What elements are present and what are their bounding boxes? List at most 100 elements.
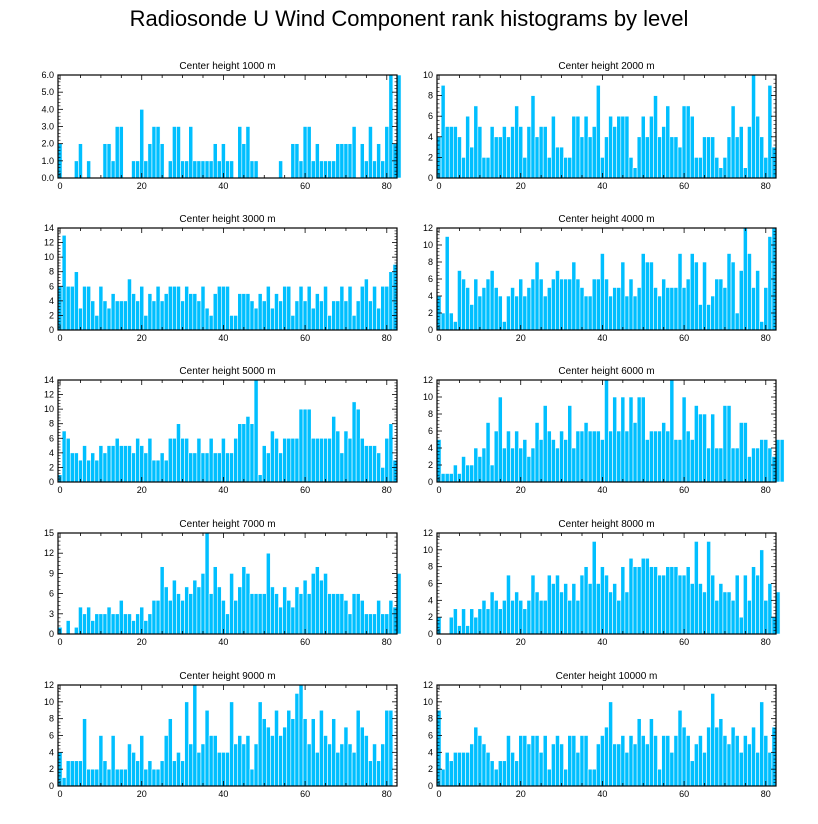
histogram-bar [604, 278, 609, 331]
histogram-bar [372, 445, 377, 483]
histogram-bar [747, 253, 752, 331]
histogram-bar [343, 726, 349, 787]
y-tick-label: 0 [428, 629, 433, 639]
histogram-bar [555, 146, 560, 179]
x-tick-label: 40 [218, 789, 228, 799]
histogram-panel: Center height 4000 m 0 20 40 60 80 0 2 4 6 8 10 12 [423, 214, 777, 343]
histogram-bar [722, 735, 728, 787]
histogram-bar [310, 573, 316, 635]
histogram-bar [78, 459, 83, 483]
histogram-bar [763, 287, 769, 331]
histogram-bar [335, 143, 341, 179]
histogram-bar [131, 620, 136, 635]
histogram-bar [376, 307, 381, 331]
histogram-bar [616, 430, 622, 483]
histogram-bar [90, 768, 96, 787]
histogram-bar [694, 261, 699, 331]
histogram-bar [110, 613, 116, 635]
histogram-bar [98, 445, 104, 483]
histogram-bar [624, 295, 630, 331]
histogram-bar [604, 136, 609, 179]
histogram-bar [645, 743, 650, 787]
y-tick-label: 3.0 [41, 122, 54, 132]
histogram-bar [151, 459, 157, 483]
plot-frame [436, 74, 777, 179]
histogram-bar [710, 693, 716, 787]
y-tick-label: 0.0 [41, 173, 54, 183]
histogram-bar [518, 447, 524, 483]
histogram-bar [200, 573, 206, 635]
histogram-bar [118, 600, 124, 635]
histogram-bar [274, 593, 279, 635]
histogram-bar [677, 439, 683, 483]
histogram-bar [216, 586, 222, 635]
histogram-bar [461, 157, 466, 179]
histogram-bar [294, 300, 300, 331]
histogram-bar [718, 278, 724, 331]
histogram-bar [82, 718, 87, 787]
histogram-bar [489, 591, 495, 635]
x-tick-label: 80 [761, 181, 771, 191]
histogram-bar [155, 459, 161, 483]
histogram-bar [331, 593, 337, 635]
histogram-bar [229, 452, 234, 483]
histogram-bar [689, 583, 695, 635]
y-tick-label: 2 [428, 308, 433, 318]
histogram-bar [542, 735, 548, 787]
panel-title: Center height 9000 m [179, 671, 275, 682]
x-tick-label: 60 [679, 485, 689, 495]
histogram-bar [522, 157, 528, 179]
y-tick-label: 0 [428, 325, 433, 335]
histogram-bar [355, 709, 361, 787]
histogram-bar [444, 126, 450, 179]
histogram-bar [497, 396, 503, 483]
histogram-bar [461, 456, 466, 483]
histogram-bar [657, 768, 662, 787]
histogram-bar [61, 777, 67, 787]
histogram-bar [743, 574, 748, 635]
histogram-bar [620, 735, 626, 787]
histogram-bar [616, 115, 622, 179]
histogram-bar [159, 566, 165, 635]
x-tick-label: 40 [218, 181, 228, 191]
histogram-bar [465, 752, 470, 787]
histogram-bar [681, 396, 687, 483]
histogram-bar [730, 726, 736, 787]
histogram-bar [221, 600, 226, 635]
histogram-bar [306, 408, 312, 483]
histogram-bar [546, 430, 552, 483]
histogram-bar [167, 718, 173, 787]
y-tick-label: 12 [423, 223, 433, 233]
histogram-bar [131, 160, 136, 179]
y-tick-label: 12 [423, 680, 433, 690]
histogram-bar [514, 105, 519, 179]
histogram-bar [689, 439, 695, 483]
histogram-bar [444, 752, 450, 787]
y-tick-label: 10 [44, 404, 54, 414]
histogram-bar [493, 287, 499, 331]
histogram-bar [506, 430, 511, 483]
histogram-bar [551, 115, 556, 179]
histogram-bar [461, 608, 466, 635]
histogram-bar [102, 452, 108, 483]
histogram-bar [636, 396, 642, 483]
x-tick-label: 0 [58, 333, 63, 343]
histogram-bar [396, 573, 402, 635]
x-tick-label: 60 [679, 637, 689, 647]
histogram-bar [526, 600, 532, 635]
histogram-bar [110, 445, 116, 483]
histogram-bar [180, 760, 185, 787]
histogram-bar [518, 600, 524, 635]
histogram-bar [645, 557, 650, 635]
x-tick-label: 80 [382, 181, 392, 191]
histogram-bar [315, 143, 320, 179]
histogram-bar [151, 126, 157, 179]
histogram-bar [167, 160, 173, 179]
histogram-bar [518, 126, 524, 179]
histogram-bar [225, 285, 230, 331]
histogram-bar [628, 557, 634, 635]
x-tick-label: 40 [597, 181, 607, 191]
histogram-bar [661, 278, 667, 331]
histogram-bar [645, 439, 650, 483]
histogram-bar [86, 768, 91, 787]
